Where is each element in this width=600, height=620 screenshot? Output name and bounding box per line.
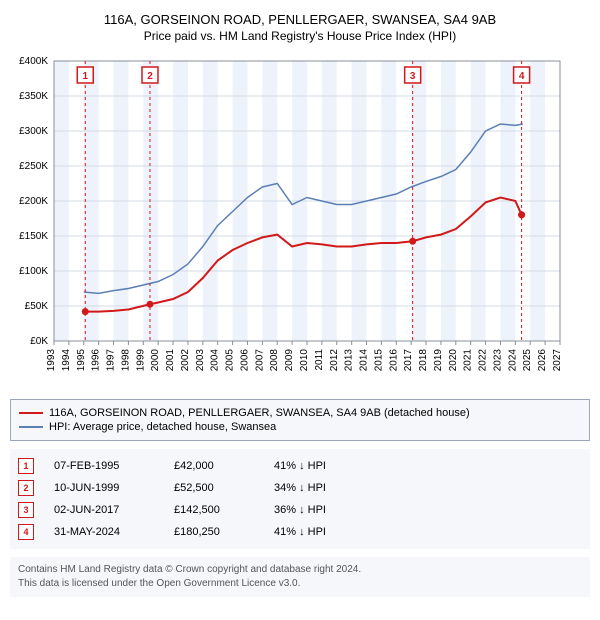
transaction-price: £42,000 — [174, 460, 254, 472]
svg-text:£100K: £100K — [19, 266, 48, 277]
svg-text:2011: 2011 — [314, 349, 325, 371]
legend: 116A, GORSEINON ROAD, PENLLERGAER, SWANS… — [10, 399, 590, 441]
transaction-marker: 3 — [18, 502, 34, 518]
transaction-marker: 1 — [18, 458, 34, 474]
svg-text:2007: 2007 — [254, 349, 265, 372]
legend-swatch — [19, 426, 43, 428]
svg-text:2008: 2008 — [269, 349, 280, 372]
svg-text:2023: 2023 — [492, 349, 503, 372]
transaction-marker: 2 — [18, 480, 34, 496]
chart-area: £0K £50K £100K £150K £200K £250K £300K £350K £40… — [10, 51, 590, 391]
transaction-row: 1 07-FEB-1995 £42,000 41% ↓ HPI — [18, 455, 582, 477]
svg-text:1: 1 — [82, 71, 88, 82]
transaction-price: £52,500 — [174, 482, 254, 494]
legend-label: HPI: Average price, detached house, Swan… — [49, 421, 276, 433]
svg-text:2013: 2013 — [344, 349, 355, 372]
transaction-date: 02-JUN-2017 — [54, 504, 154, 516]
svg-text:2002: 2002 — [180, 349, 191, 372]
svg-text:2020: 2020 — [448, 349, 459, 372]
svg-text:3: 3 — [410, 71, 416, 82]
svg-text:2000: 2000 — [150, 349, 161, 372]
svg-text:4: 4 — [519, 71, 525, 82]
svg-text:2005: 2005 — [225, 349, 236, 372]
svg-text:2018: 2018 — [418, 349, 429, 372]
svg-text:2019: 2019 — [433, 349, 444, 372]
svg-text:£50K: £50K — [25, 301, 49, 312]
svg-text:£150K: £150K — [19, 231, 48, 242]
svg-text:2015: 2015 — [373, 349, 384, 372]
transaction-date: 10-JUN-1999 — [54, 482, 154, 494]
svg-text:2017: 2017 — [403, 349, 414, 372]
svg-text:2003: 2003 — [195, 349, 206, 372]
footer-line-2: This data is licensed under the Open Gov… — [18, 577, 582, 591]
legend-swatch — [19, 412, 43, 414]
svg-text:£200K: £200K — [19, 196, 48, 207]
svg-text:2006: 2006 — [239, 349, 250, 372]
transaction-row: 4 31-MAY-2024 £180,250 41% ↓ HPI — [18, 521, 582, 543]
chart-svg: £0K £50K £100K £150K £200K £250K £300K £350K £40… — [10, 51, 570, 391]
svg-text:£250K: £250K — [19, 161, 48, 172]
transaction-marker: 4 — [18, 524, 34, 540]
svg-text:1994: 1994 — [61, 349, 72, 372]
transaction-row: 2 10-JUN-1999 £52,500 34% ↓ HPI — [18, 477, 582, 499]
svg-text:2022: 2022 — [478, 349, 489, 372]
transaction-date: 07-FEB-1995 — [54, 460, 154, 472]
transaction-pct: 41% ↓ HPI — [274, 526, 374, 538]
svg-text:1998: 1998 — [120, 349, 131, 372]
footer-attribution: Contains HM Land Registry data © Crown c… — [10, 557, 590, 597]
transaction-pct: 41% ↓ HPI — [274, 460, 374, 472]
transaction-price: £142,500 — [174, 504, 254, 516]
footer-line-1: Contains HM Land Registry data © Crown c… — [18, 563, 582, 577]
svg-text:2014: 2014 — [359, 349, 370, 372]
svg-text:1997: 1997 — [106, 349, 117, 372]
svg-text:1995: 1995 — [76, 349, 87, 372]
svg-text:2021: 2021 — [463, 349, 474, 372]
svg-text:£400K: £400K — [19, 56, 48, 67]
legend-label: 116A, GORSEINON ROAD, PENLLERGAER, SWANS… — [49, 407, 470, 419]
legend-item: HPI: Average price, detached house, Swan… — [19, 420, 581, 434]
svg-text:1999: 1999 — [135, 349, 146, 372]
chart-title: 116A, GORSEINON ROAD, PENLLERGAER, SWANS… — [10, 12, 590, 27]
svg-text:2016: 2016 — [388, 349, 399, 372]
svg-text:2: 2 — [147, 71, 153, 82]
svg-text:2010: 2010 — [299, 349, 310, 372]
legend-item: 116A, GORSEINON ROAD, PENLLERGAER, SWANS… — [19, 406, 581, 420]
svg-text:£0K: £0K — [30, 336, 48, 347]
svg-text:2026: 2026 — [537, 349, 548, 372]
svg-text:2027: 2027 — [552, 349, 563, 372]
svg-text:2025: 2025 — [522, 349, 533, 372]
transactions-table: 1 07-FEB-1995 £42,000 41% ↓ HPI 2 10-JUN-1999… — [10, 449, 590, 549]
svg-text:2012: 2012 — [329, 349, 340, 372]
transaction-pct: 34% ↓ HPI — [274, 482, 374, 494]
svg-text:2004: 2004 — [210, 349, 221, 372]
svg-text:2024: 2024 — [507, 349, 518, 372]
svg-text:£300K: £300K — [19, 126, 48, 137]
transaction-date: 31-MAY-2024 — [54, 526, 154, 538]
svg-text:£350K: £350K — [19, 91, 48, 102]
svg-text:2009: 2009 — [284, 349, 295, 372]
transaction-pct: 36% ↓ HPI — [274, 504, 374, 516]
transaction-price: £180,250 — [174, 526, 254, 538]
transaction-row: 3 02-JUN-2017 £142,500 36% ↓ HPI — [18, 499, 582, 521]
svg-text:1996: 1996 — [91, 349, 102, 372]
svg-text:2001: 2001 — [165, 349, 176, 372]
chart-subtitle: Price paid vs. HM Land Registry's House … — [10, 29, 590, 43]
svg-text:1993: 1993 — [46, 349, 57, 372]
